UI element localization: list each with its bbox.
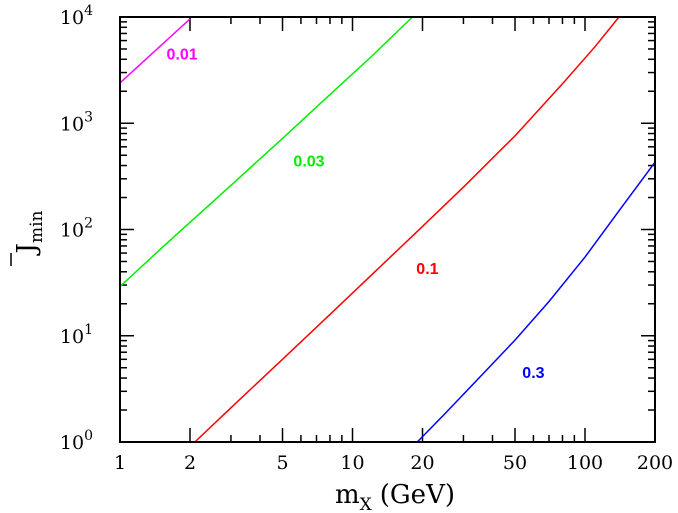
series-label-2: 0.1 (416, 261, 438, 278)
x-tick-label: 200 (637, 452, 673, 474)
x-axis-label: mX (GeV) (335, 480, 455, 513)
series-label-3: 0.3 (522, 365, 544, 382)
axis-ticks (119, 16, 656, 443)
y-tick-label: 102 (60, 216, 93, 242)
series-line-2 (194, 16, 620, 443)
series-layer: 0.01 0.03 0.1 0.3 (119, 16, 656, 443)
y-tick-label: 100 (60, 428, 93, 454)
y-tick-label: 101 (60, 322, 93, 348)
y-axis-label: Jmin (10, 210, 47, 266)
series-line-1 (119, 16, 413, 288)
y-tick-label: 103 (60, 109, 93, 135)
series-label-0: 0.01 (167, 46, 198, 63)
series-line-3 (416, 161, 656, 443)
x-tick-label: 2 (184, 452, 196, 474)
y-tick-label: 104 (60, 3, 93, 29)
svg-text:Jmin: Jmin (12, 210, 47, 256)
x-tick-label: 20 (410, 452, 434, 474)
tick-labels: 1 2 5 10 20 50 100 200 100 101 102 103 104 (60, 3, 673, 474)
x-tick-label: 1 (114, 452, 126, 474)
x-tick-label: 50 (503, 452, 527, 474)
x-tick-label: 5 (276, 452, 288, 474)
x-tick-label: 10 (340, 452, 364, 474)
plot-frame (119, 16, 656, 443)
x-tick-label: 100 (567, 452, 603, 474)
series-label-1: 0.03 (293, 154, 324, 171)
series-line-0 (119, 18, 191, 84)
